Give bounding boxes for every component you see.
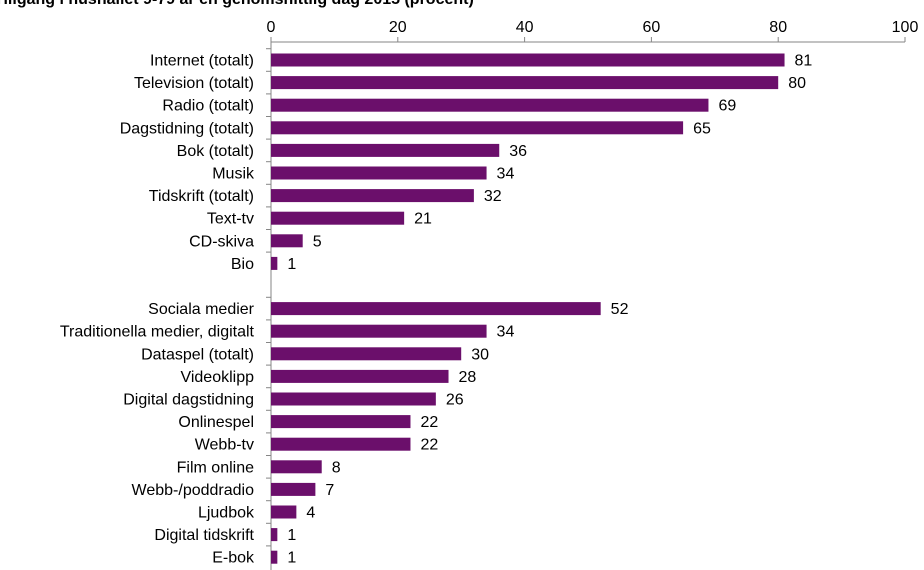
category-label: Digital dagstidning: [123, 392, 254, 409]
category-label: Webb-tv: [195, 437, 254, 454]
category-label: Traditionella medier, digitalt: [60, 324, 255, 341]
bar: [271, 550, 278, 564]
category-label: Bio: [231, 256, 254, 273]
data-label: 28: [459, 369, 477, 386]
bar: [271, 528, 278, 542]
bar: [271, 347, 462, 361]
bar: [271, 369, 449, 383]
bar: [271, 505, 297, 519]
x-tick-label: 80: [769, 19, 787, 36]
category-label: Dagstidning (totalt): [120, 120, 254, 137]
bar: [271, 437, 411, 451]
bar: [271, 460, 322, 474]
category-label: Television (totalt): [134, 75, 254, 92]
bar: [271, 166, 487, 180]
data-label: 34: [497, 166, 515, 183]
data-label: 81: [795, 53, 813, 70]
bar: [271, 98, 709, 112]
category-label: Videoklipp: [180, 369, 254, 386]
data-label: 26: [446, 392, 464, 409]
bar: [271, 482, 316, 496]
bar: [271, 211, 405, 225]
data-label: 4: [306, 505, 315, 522]
bar: [271, 76, 779, 90]
category-label: Dataspel (totalt): [141, 346, 254, 363]
category-label: Musik: [212, 166, 255, 183]
chart-title: Tillgång i hushållet 9-79 år en genomsni…: [0, 0, 474, 9]
data-label: 80: [788, 75, 806, 92]
category-label: Internet (totalt): [150, 53, 254, 70]
category-label: Sociala medier: [148, 301, 255, 318]
data-label: 8: [332, 459, 341, 476]
category-label: Digital tidskrift: [154, 527, 254, 544]
x-tick-label: 40: [516, 19, 534, 36]
data-label: 52: [611, 301, 629, 318]
category-label: Webb-/poddradio: [132, 482, 255, 499]
category-label: Film online: [177, 459, 254, 476]
data-label: 1: [287, 527, 296, 544]
bar: [271, 234, 303, 248]
data-label: 65: [693, 120, 711, 137]
data-label: 7: [325, 482, 334, 499]
data-label: 69: [718, 98, 736, 115]
x-tick-label: 0: [267, 19, 276, 36]
bar: [271, 189, 474, 203]
bar: [271, 415, 411, 429]
data-label: 1: [287, 256, 296, 273]
bar: [271, 256, 278, 270]
bar: [271, 143, 500, 157]
data-label: 1: [287, 550, 296, 567]
bar: [271, 392, 436, 406]
data-label: 34: [497, 324, 515, 341]
data-label: 22: [420, 437, 438, 454]
category-label: CD-skiva: [189, 233, 254, 250]
bar: [271, 121, 684, 135]
category-label: Radio (totalt): [162, 98, 254, 115]
category-label: Text-tv: [207, 211, 254, 228]
x-tick-label: 60: [643, 19, 661, 36]
data-label: 36: [509, 143, 527, 160]
category-label: Bok (totalt): [177, 143, 254, 160]
bar: [271, 53, 785, 67]
data-label: 5: [313, 233, 322, 250]
x-tick-label: 20: [389, 19, 407, 36]
data-label: 32: [484, 188, 502, 205]
bar: [271, 324, 487, 338]
category-label: Tidskrift (totalt): [149, 188, 254, 205]
x-tick-label: 100: [892, 19, 919, 36]
bar: [271, 302, 601, 316]
data-label: 21: [414, 211, 432, 228]
category-label: Ljudbok: [198, 505, 255, 522]
data-label: 22: [420, 414, 438, 431]
data-label: 30: [471, 346, 489, 363]
category-label: Onlinespel: [178, 414, 254, 431]
category-label: E-bok: [212, 550, 255, 567]
